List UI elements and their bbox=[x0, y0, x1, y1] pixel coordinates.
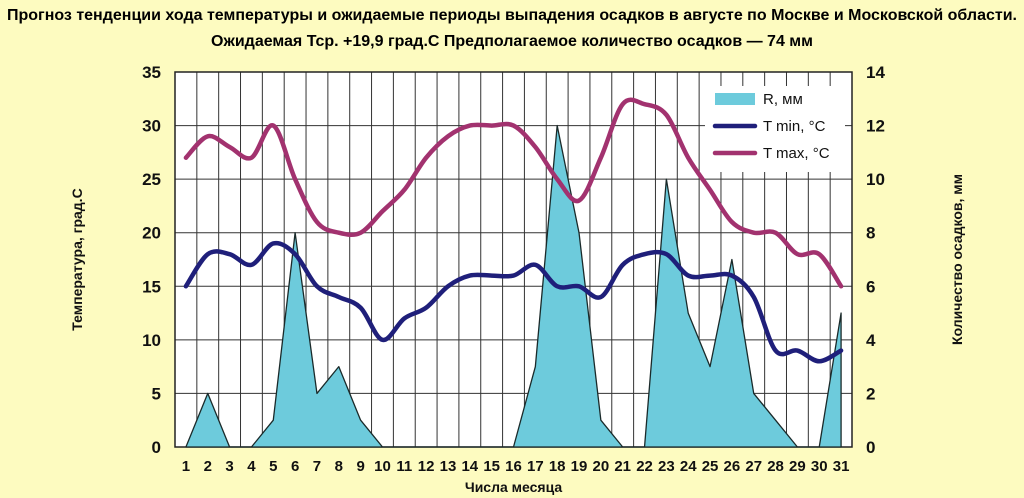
x-tick-label: 5 bbox=[269, 458, 277, 475]
y2-tick-label: 2 bbox=[866, 384, 875, 403]
y-tick-label: 10 bbox=[142, 331, 161, 350]
y-tick-label: 20 bbox=[142, 224, 161, 243]
x-tick-label: 30 bbox=[811, 458, 828, 475]
x-tick-label: 11 bbox=[396, 458, 412, 475]
x-tick-label: 6 bbox=[291, 458, 299, 475]
x-tick-label: 3 bbox=[225, 458, 233, 475]
y-tick-label: 0 bbox=[152, 438, 161, 457]
x-tick-label: 28 bbox=[767, 458, 784, 475]
y2-tick-label: 8 bbox=[866, 224, 875, 243]
y-tick-label: 15 bbox=[142, 277, 161, 296]
x-tick-label: 31 bbox=[833, 458, 850, 475]
x-tick-label: 1 bbox=[182, 458, 190, 475]
legend-swatch-precipitation bbox=[715, 93, 755, 105]
x-tick-label: 22 bbox=[636, 458, 653, 475]
x-tick-label: 10 bbox=[374, 458, 391, 475]
legend-label: R, мм bbox=[763, 91, 803, 108]
x-tick-label: 9 bbox=[356, 458, 364, 475]
x-tick-label: 8 bbox=[335, 458, 343, 475]
y2-axis-label: Количество осадков, мм bbox=[949, 174, 965, 345]
legend-label: T min, °C bbox=[763, 118, 826, 135]
y-tick-label: 5 bbox=[152, 384, 161, 403]
x-tick-label: 7 bbox=[313, 458, 321, 475]
x-tick-label: 23 bbox=[658, 458, 675, 475]
y2-tick-label: 0 bbox=[866, 438, 875, 457]
x-tick-label: 26 bbox=[724, 458, 741, 475]
legend: R, мм T min, °C T max, °C bbox=[705, 86, 845, 172]
x-tick-label: 29 bbox=[789, 458, 806, 475]
x-tick-label: 27 bbox=[745, 458, 762, 475]
y2-tick-label: 12 bbox=[866, 117, 885, 136]
x-tick-label: 25 bbox=[702, 458, 719, 475]
x-tick-label: 24 bbox=[680, 458, 697, 475]
x-tick-label: 12 bbox=[418, 458, 435, 475]
tmax-series-line bbox=[183, 97, 844, 289]
chart-title: Прогноз тенденции хода температуры и ожи… bbox=[6, 7, 1017, 24]
y2-tick-label: 14 bbox=[866, 63, 885, 82]
x-tick-label: 13 bbox=[440, 458, 457, 475]
y-tick-label: 35 bbox=[142, 63, 161, 82]
y-tick-label: 30 bbox=[142, 117, 161, 136]
y-axis-label: Температура, град.С bbox=[69, 188, 85, 330]
y2-tick-label: 6 bbox=[866, 277, 875, 296]
temperature-lines bbox=[183, 97, 844, 364]
x-tick-label: 18 bbox=[549, 458, 566, 475]
tmin-series-line bbox=[183, 240, 844, 364]
legend-label: T max, °C bbox=[763, 145, 830, 162]
precipitation-series bbox=[185, 124, 842, 448]
x-tick-label: 17 bbox=[527, 458, 544, 475]
x-axis-label: Числа месяца bbox=[465, 479, 562, 495]
chart-subtitle: Ожидаемая Тср. +19,9 град.С Предполагаем… bbox=[211, 33, 813, 50]
x-tick-label: 19 bbox=[571, 458, 588, 475]
x-tick-label: 21 bbox=[614, 458, 631, 475]
y2-tick-label: 4 bbox=[866, 331, 876, 350]
y-tick-label: 25 bbox=[142, 170, 161, 189]
x-tick-label: 14 bbox=[461, 458, 478, 475]
x-axis-ticks: 1 2 3 4 5 6 7 8 9 10 11 12 13 14 15 16 17 18 19 20 21 22 23 24 2… bbox=[182, 458, 850, 475]
y2-tick-label: 10 bbox=[866, 170, 885, 189]
right-axis-ticks: 0 2 4 6 8 10 12 14 bbox=[866, 63, 885, 457]
x-tick-label: 2 bbox=[204, 458, 212, 475]
x-tick-label: 20 bbox=[593, 458, 610, 475]
x-tick-label: 15 bbox=[483, 458, 500, 475]
x-tick-label: 16 bbox=[505, 458, 522, 475]
left-axis-ticks: 0 5 10 15 20 25 30 35 bbox=[142, 63, 161, 457]
x-tick-label: 4 bbox=[247, 458, 256, 475]
precipitation-area bbox=[185, 124, 842, 448]
